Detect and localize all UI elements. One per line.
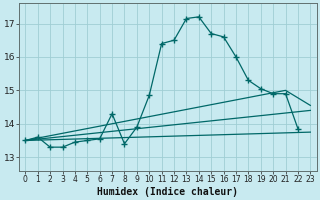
X-axis label: Humidex (Indice chaleur): Humidex (Indice chaleur) (97, 186, 238, 197)
